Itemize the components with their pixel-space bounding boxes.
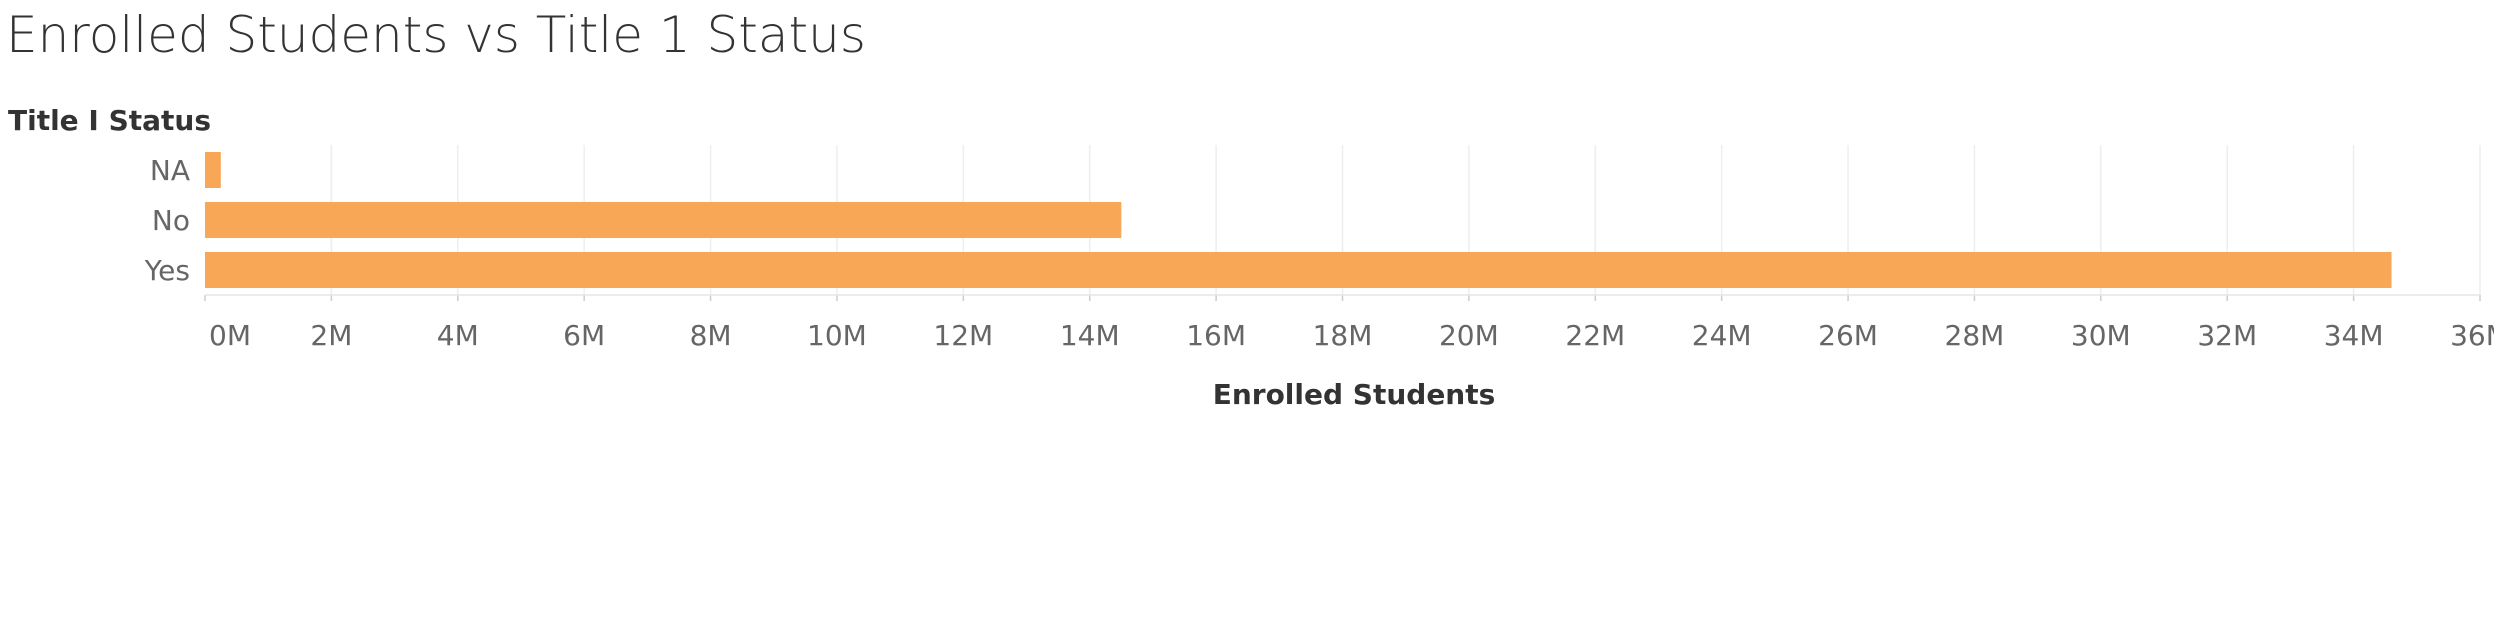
- x-axis: 0M 2M 4M 6M 8M 10M 12M 14M 16M 18M 20M 22M 24M 26M 28M…: [204, 294, 2494, 352]
- x-tick-label: 20M: [1439, 319, 1499, 352]
- x-tick-label: 12M: [933, 319, 993, 352]
- category-label: NA: [150, 154, 190, 187]
- bar-no[interactable]: [205, 202, 1122, 238]
- bar-na[interactable]: [205, 152, 221, 188]
- bar-yes[interactable]: [205, 252, 2392, 288]
- x-tick-label: 32M: [2197, 319, 2257, 352]
- x-tick-label: 36M: [2450, 319, 2494, 352]
- x-tick-label: 28M: [1945, 319, 2005, 352]
- x-axis-title: Enrolled Students: [1213, 378, 1496, 411]
- x-tick-label: 30M: [2071, 319, 2131, 352]
- category-labels: NA No Yes: [144, 154, 190, 287]
- x-tick-label: 0M: [209, 319, 251, 352]
- x-tick-label: 6M: [563, 319, 605, 352]
- x-tick-label: 8M: [690, 319, 732, 352]
- x-tick-label: 16M: [1186, 319, 1246, 352]
- x-tick-label: 14M: [1060, 319, 1120, 352]
- x-tick-label: 22M: [1565, 319, 1625, 352]
- chart-title: Enrolled Students vs Title 1 Status: [6, 6, 866, 64]
- x-tick-label: 2M: [310, 319, 352, 352]
- x-tick-label: 34M: [2324, 319, 2384, 352]
- x-tick-label: 4M: [437, 319, 479, 352]
- row-header: Title I Status: [8, 104, 212, 137]
- x-tick-label: 18M: [1313, 319, 1373, 352]
- category-label: Yes: [144, 254, 190, 287]
- x-tick-label: 10M: [807, 319, 867, 352]
- bars: [205, 152, 2392, 288]
- x-tick-label: 24M: [1692, 319, 1752, 352]
- x-tick-label: 26M: [1818, 319, 1878, 352]
- category-label: No: [152, 204, 190, 237]
